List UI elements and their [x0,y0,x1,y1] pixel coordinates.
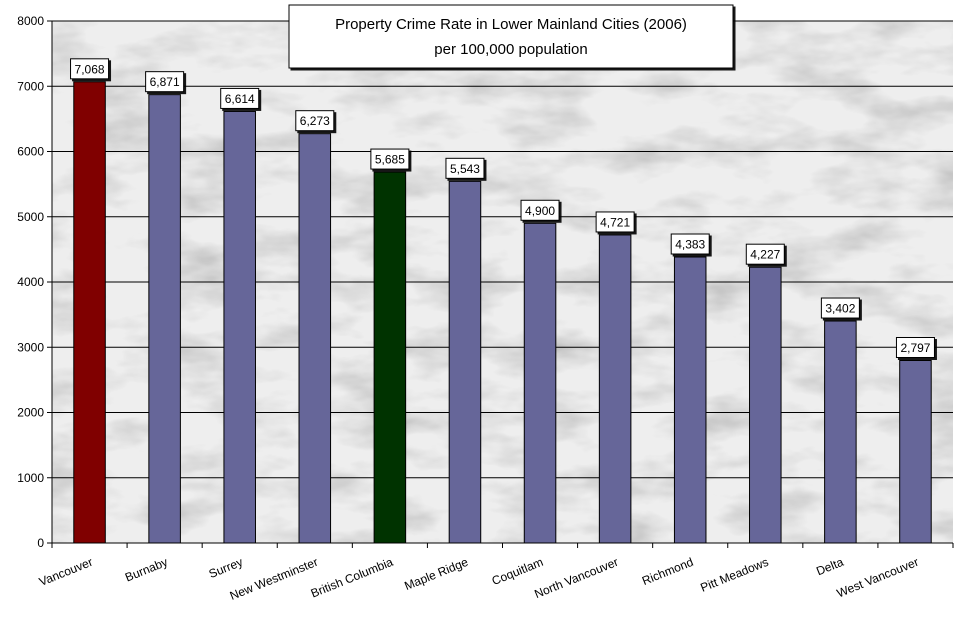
data-label: 3,402 [825,302,855,316]
gridlines [52,20,953,479]
data-label-background [145,71,185,93]
bar-maple-ridge [448,180,482,544]
data-label-box [445,157,485,179]
y-tick-label: 0 [37,536,44,550]
chart-subtitle: per 100,000 population [434,41,587,58]
data-label-background [595,211,635,233]
x-tick-label: Pitt Meadows [698,555,770,595]
data-label-box [895,336,935,358]
x-tick-label: North Vancouver [532,555,620,601]
data-label-box [220,87,260,109]
data-label-background [70,58,110,80]
y-tick-label: 3000 [17,340,44,354]
bar-surrey [223,110,256,544]
data-label-box [595,211,635,233]
y-tick-label: 7000 [17,79,44,93]
bar-richmond [673,256,707,544]
bar-coquitlam [523,222,557,544]
chart-title-box [288,4,734,69]
data-label: 5,685 [375,153,405,167]
data-label-background [670,233,710,255]
data-label-background [895,336,935,358]
bar-new-westminster [298,133,332,544]
data-label: 4,227 [750,248,780,262]
bar-west-vancouver [899,359,932,544]
data-label: 5,543 [450,162,480,176]
y-tick-label: 1000 [17,471,44,485]
data-label-background [520,199,560,221]
data-label: 4,383 [675,238,705,252]
data-label: 6,871 [150,75,180,89]
data-label-background [745,243,785,265]
bars [73,81,932,544]
y-tick-label: 8000 [17,14,44,28]
y-tick-label: 4000 [17,275,44,289]
y-tick-labels: 0 1000 2000 3000 4000 5000 6000 7000 8000 [17,14,52,550]
x-tick-label: Vancouver [37,555,95,589]
data-labels: 7,068 6,871 6,614 6,273 5,685 5,543 4,900 4,721… [70,58,935,358]
bar-pitt-meadows [749,266,782,544]
data-label-background [820,297,860,319]
bar-delta [824,320,857,544]
x-tick-label: Burnaby [123,555,170,585]
bar-north-vancouver [598,234,632,544]
x-tick-label: Maple Ridge [402,555,470,593]
x-tick-label: Surrey [207,555,245,581]
x-tick-label: Coquitlam [490,555,545,588]
data-label: 4,721 [600,215,630,229]
x-tick-label: West Vancouver [835,555,921,601]
chart-title: Property Crime Rate in Lower Mainland Ci… [335,16,687,33]
bar-british-columbia [373,171,407,544]
data-label-background [445,157,485,179]
data-label-background [370,148,410,170]
data-label: 2,797 [900,341,930,355]
data-label: 6,614 [225,92,255,106]
data-label: 4,900 [525,204,555,218]
data-label: 7,068 [75,62,105,76]
data-label: 6,273 [300,114,330,128]
x-tick-label: British Columbia [309,555,396,601]
data-label-box [520,199,560,221]
data-label-box [295,110,335,132]
bar-vancouver [73,81,106,544]
y-tick-label: 2000 [17,406,44,420]
x-tick-label: Delta [814,555,846,579]
data-label-box [370,148,410,170]
data-label-box [70,58,110,80]
x-tick-label: Richmond [640,555,695,588]
data-label-box [670,233,710,255]
chart-title-background [288,4,734,69]
data-label-box [745,243,785,265]
data-label-background [295,110,335,132]
data-label-box [145,71,185,93]
bar-burnaby [148,94,181,544]
data-label-background [220,87,260,109]
y-tick-label: 6000 [17,145,44,159]
data-label-box [820,297,860,319]
y-tick-label: 5000 [17,210,44,224]
